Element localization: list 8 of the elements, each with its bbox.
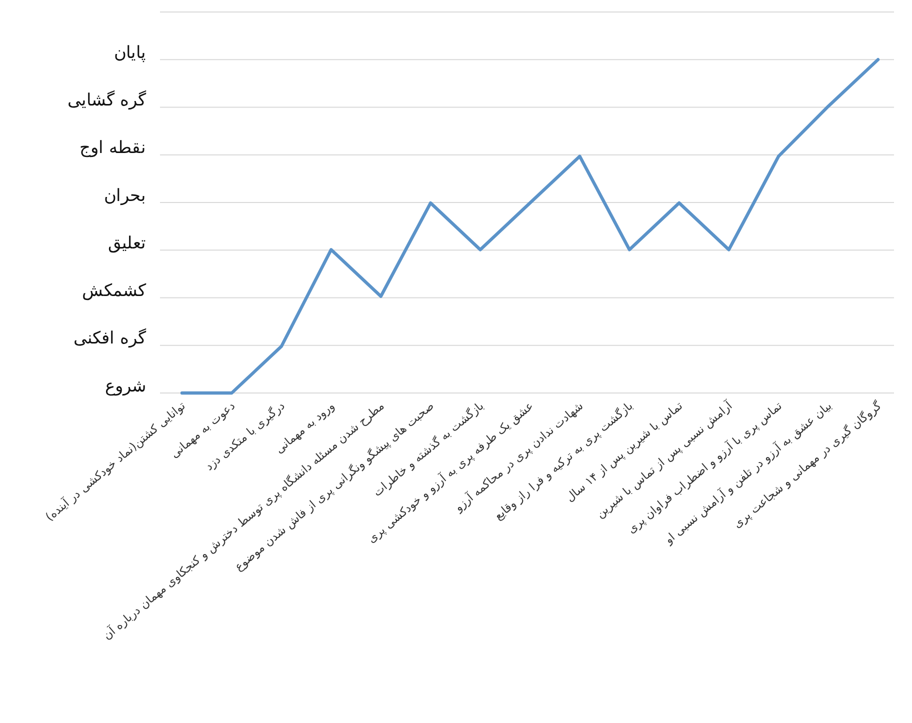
- category-label: تعلیق: [108, 233, 146, 254]
- category-label: نقطه اوج: [80, 138, 146, 158]
- category-label: کشمکش: [82, 281, 146, 302]
- category-label: گره افکنی: [74, 328, 146, 349]
- category-label: پایان: [114, 42, 146, 63]
- category-label: شروع: [105, 376, 146, 396]
- category-label: گره گشایی: [68, 90, 146, 111]
- category-label: بحران: [104, 186, 146, 206]
